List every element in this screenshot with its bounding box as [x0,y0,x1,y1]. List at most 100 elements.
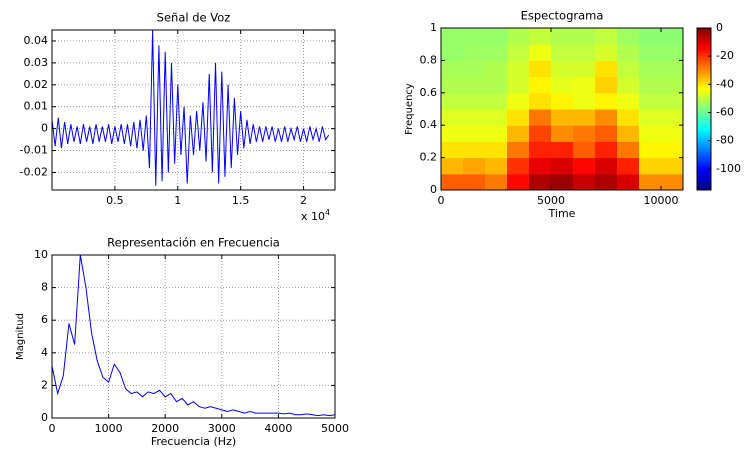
colorbar-swatch [697,78,711,82]
heatmap-cell [485,141,508,159]
heatmap-cell [485,28,508,45]
colorbar-swatch [697,131,711,135]
heatmap-cell [551,157,574,175]
colorbar-swatch [697,149,711,153]
axes-frame [440,27,684,191]
heatmap-cell [639,60,662,78]
heatmap-cell [441,44,464,61]
colorbar-swatch [697,83,711,87]
y-tick-label: 2 [41,378,48,391]
colorbar-swatch [697,96,711,100]
colorbar-swatch [697,86,711,90]
heatmap-cell [485,157,508,175]
heatmap-cell [573,157,596,175]
y-tick-label: 4 [41,346,48,359]
heatmap-cell [529,141,552,159]
colorbar-swatch [697,162,711,166]
colorbar-tick-label: -80 [716,134,734,147]
heatmap-cell [639,173,662,191]
x-axis-label: Time [548,207,576,220]
x-tick-label: 1 [174,194,181,207]
heatmap-cell [463,125,486,142]
heatmap-cell [529,28,552,45]
heatmap-cell [529,44,552,61]
heatmap-cell [617,76,640,94]
colorbar-swatch [697,101,711,105]
heatmap-cell [529,125,552,142]
heatmap-cell [551,44,574,61]
y-tick-label: -0.02 [20,165,48,178]
heatmap-cell [595,157,618,175]
heatmap-cell [463,141,486,159]
y-tick-label: 0.4 [420,118,438,131]
heatmap-cell [529,173,552,191]
colorbar-swatch [697,124,711,128]
heatmap-cell [595,92,618,110]
colorbar-frame [696,27,712,191]
heatmap-cell [551,28,574,45]
colorbar-swatch [697,55,711,59]
heatmap-cell [507,92,530,110]
x-multiplier-base: x 10 [301,210,325,223]
x-tick-label: 5000 [321,422,349,435]
heatmap-cell [507,173,530,191]
colorbar-swatch [697,43,711,47]
heatmap-cell [595,173,618,191]
heatmap-cell [661,157,684,175]
heatmap-cell [529,92,552,110]
heatmap-cell [661,60,684,78]
y-tick-label: 0.02 [24,78,49,91]
x-tick-label: 1000 [95,422,123,435]
y-tick-label: 0 [41,411,48,424]
heatmap-cell [639,141,662,159]
heatmap-cell [551,60,574,78]
heatmap-cell [661,125,684,142]
colorbar-swatch [697,76,711,80]
x-tick-label: 0 [49,422,56,435]
x-multiplier: x 104 [301,208,330,224]
signal-line [51,29,330,186]
heatmap-cell [639,125,662,142]
colorbar-swatch [697,30,711,34]
heatmap-cell [441,173,464,191]
colorbar-swatch [697,50,711,54]
axes-frame [51,254,336,419]
heatmap-cell [639,28,662,45]
x-tick-label: 2000 [151,422,179,435]
heatmap-cell [507,109,530,126]
x-tick-label: 0.5 [106,194,124,207]
colorbar-swatch [697,65,711,69]
y-tick-label: 0.03 [24,56,49,69]
heatmap-cell [573,28,596,45]
colorbar-swatch [697,144,711,148]
colorbar-swatch [697,98,711,102]
colorbar-swatch [697,172,711,176]
y-axis-label: Magnitud [15,313,26,360]
heatmap-cell [617,92,640,110]
subplot: 0 -20 -40 -60 -80 -100 0 5000 10000 0 0.2 0.4 0.6 0.8… [404,9,741,221]
heatmap-cell [551,109,574,126]
heatmap-cell [485,92,508,110]
colorbar-swatch [697,58,711,62]
heatmap-cell [529,76,552,94]
y-tick-label: 0 [430,183,437,196]
y-tick-label: 1 [430,21,437,34]
y-tick-label: 0.6 [420,86,438,99]
subplot: 0 1000 2000 3000 4000 5000 0 2 4 6 8 10 Representaci… [15,236,349,449]
heatmap-cell [507,141,530,159]
colorbar-swatch [697,68,711,72]
heatmap-cell [617,44,640,61]
colorbar-swatch [697,38,711,42]
colorbar-tick-label: -20 [716,49,734,62]
x-tick-label: 10000 [644,194,679,207]
y-tick-label: 10 [34,248,48,261]
axes-frame [51,29,336,191]
x-multiplier-exponent: 4 [325,208,330,217]
x-axis-label: Frecuencia (Hz) [151,435,236,448]
heatmap-cell [639,44,662,61]
heatmap-cell [595,125,618,142]
heatmap-cell [551,125,574,142]
heatmap-cell [463,109,486,126]
colorbar-swatch [697,93,711,97]
y-tick-label: 0.2 [420,151,438,164]
